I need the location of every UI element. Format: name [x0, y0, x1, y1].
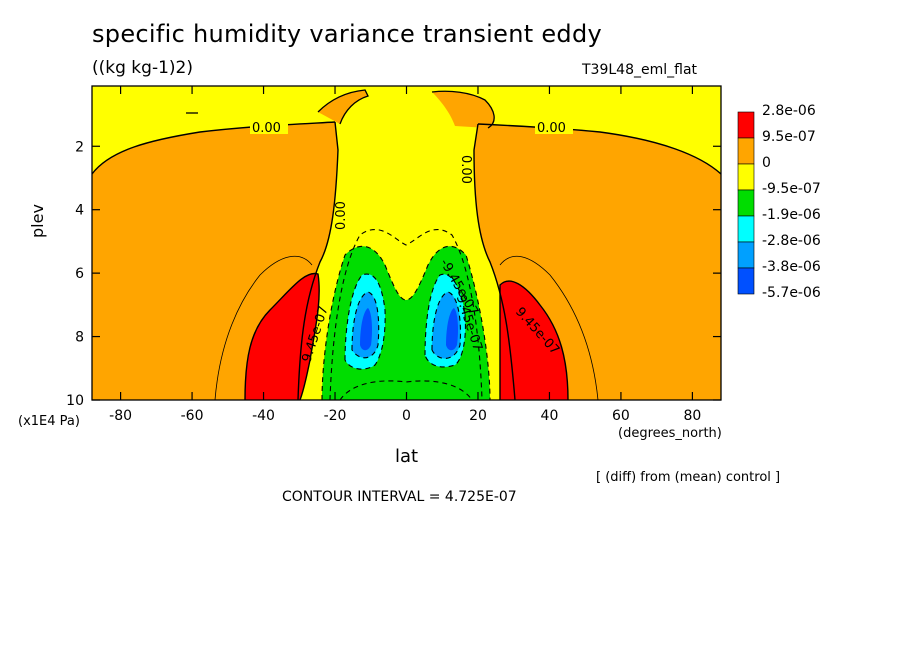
legend-swatch [737, 111, 755, 139]
contour-neg-cyan-left [344, 273, 386, 370]
legend [737, 111, 755, 295]
contour-positive-left [214, 256, 313, 400]
x-tick-label: -80 [109, 408, 132, 424]
legend-label: -9.5e-07 [762, 181, 821, 197]
contour-label-zero-3: 0.00 [334, 201, 349, 230]
contour-negative-lines [321, 228, 491, 400]
contour-label-zero-1: 0.00 [252, 121, 281, 136]
legend-swatch [737, 241, 755, 269]
chart-units: ((kg kg-1)2) [92, 58, 193, 78]
x-tick-label: 20 [469, 408, 487, 424]
y-axis-ticks: 2 4 6 8 10 [66, 139, 721, 409]
y-tick-label: 6 [75, 266, 84, 282]
contour-label-zero-4: 0.00 [458, 155, 473, 184]
y-axis-units: (x1E4 Pa) [18, 414, 80, 429]
x-axis-label: lat [395, 446, 419, 467]
contour-fills [92, 86, 721, 400]
legend-swatch [737, 267, 755, 295]
contour-zero-center-left [297, 121, 339, 400]
contour-label-zero-2: 0.00 [537, 121, 566, 136]
contour-zero-left [92, 121, 336, 175]
contour-neg-low [339, 380, 473, 400]
fill-darkblue-left [360, 308, 372, 351]
x-tick-label: 60 [612, 408, 630, 424]
legend-swatch [737, 189, 755, 217]
y-tick-label: 10 [66, 393, 84, 409]
x-tick-label: 0 [402, 408, 411, 424]
fill-darkblue-right [446, 308, 458, 351]
contour-neg-cyan-right [424, 273, 466, 368]
legend-label: 9.5e-07 [762, 129, 816, 145]
contour-lines [92, 121, 721, 400]
legend-label: -5.7e-06 [762, 285, 821, 301]
x-tick-label: -60 [181, 408, 204, 424]
x-tick-label: -20 [324, 408, 347, 424]
contour-zero-center-right [473, 123, 516, 400]
y-tick-label: 8 [75, 330, 84, 346]
x-axis-ticks: -80 -60 -40 -20 0 20 40 60 80 [109, 86, 701, 424]
fill-orange-top-right [432, 91, 495, 128]
contour-neg-outer [329, 228, 483, 400]
legend-label: -3.8e-06 [762, 259, 821, 275]
legend-swatch [737, 137, 755, 165]
run-name: T39L48_eml_flat [582, 62, 698, 78]
contour-neg-blue-left [351, 291, 380, 359]
legend-label: -2.8e-06 [762, 233, 821, 249]
legend-label: 2.8e-06 [762, 103, 816, 119]
contour-positive-right [499, 256, 599, 400]
chart-title: specific humidity variance transient edd… [92, 20, 602, 48]
contour-top-lines [186, 89, 495, 129]
contour-interval: CONTOUR INTERVAL = 4.725E-07 [282, 489, 517, 505]
fill-red-left [245, 273, 320, 400]
diff-note: [ (diff) from (mean) control ] [596, 470, 781, 485]
legend-swatch [737, 215, 755, 243]
x-axis-units: (degrees_north) [618, 426, 722, 441]
x-tick-label: -40 [252, 408, 275, 424]
fill-orange-top-left [318, 90, 368, 124]
contour-neg-blue-right [431, 291, 462, 359]
fill-red-right [500, 281, 568, 400]
x-tick-label: 40 [541, 408, 559, 424]
y-tick-label: 4 [75, 203, 84, 219]
contour-red-left [244, 272, 320, 400]
x-tick-label: 80 [683, 408, 701, 424]
contour-top-left [317, 89, 369, 125]
legend-label: 0 [762, 155, 771, 171]
legend-label: -1.9e-06 [762, 207, 821, 223]
contour-zero-right [477, 123, 721, 175]
legend-swatch [737, 163, 755, 191]
y-tick-label: 2 [75, 139, 84, 155]
contour-red-right [499, 280, 569, 400]
contour-neg-green [321, 245, 491, 400]
contour-top-right [431, 90, 495, 129]
